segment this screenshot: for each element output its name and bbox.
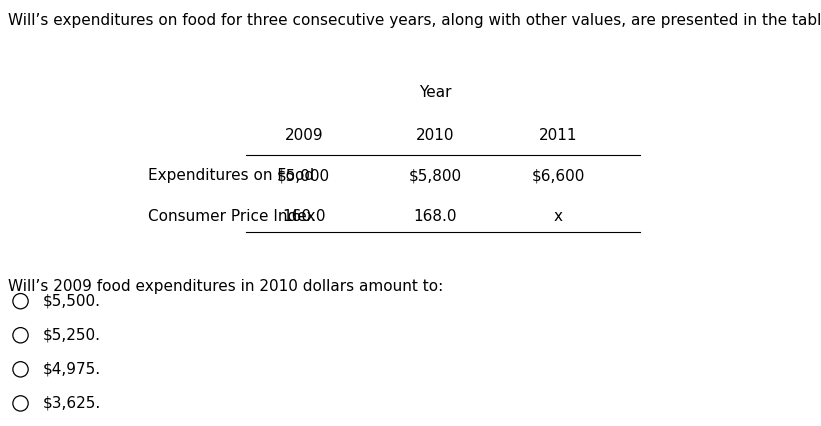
Text: $5,500.: $5,500. (43, 294, 101, 309)
Text: 2011: 2011 (539, 128, 577, 143)
Text: $3,625.: $3,625. (43, 396, 101, 411)
Text: $5,800: $5,800 (409, 168, 461, 183)
Text: Consumer Price Index: Consumer Price Index (148, 209, 315, 224)
Text: 168.0: 168.0 (414, 209, 456, 224)
Text: $5,250.: $5,250. (43, 328, 101, 343)
Text: 2009: 2009 (284, 128, 323, 143)
Text: $4,975.: $4,975. (43, 362, 101, 377)
Text: Will’s expenditures on food for three consecutive years, along with other values: Will’s expenditures on food for three co… (8, 13, 821, 28)
Text: x: x (554, 209, 562, 224)
Text: 160.0: 160.0 (282, 209, 325, 224)
Text: Year: Year (419, 85, 452, 100)
Text: Expenditures on Food: Expenditures on Food (148, 168, 314, 183)
Text: $6,600: $6,600 (531, 168, 585, 183)
Text: 2010: 2010 (416, 128, 454, 143)
Text: Will’s 2009 food expenditures in 2010 dollars amount to:: Will’s 2009 food expenditures in 2010 do… (8, 279, 443, 294)
Text: $5,000: $5,000 (277, 168, 330, 183)
